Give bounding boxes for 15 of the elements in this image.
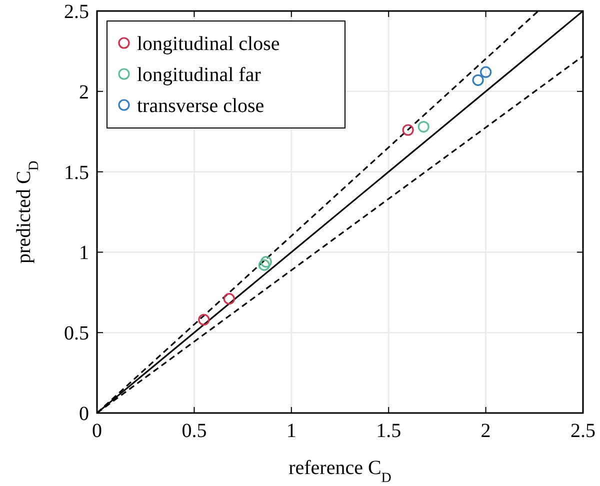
y-tick-label: 2 [79,81,89,104]
y-tick-label: 2.5 [64,1,89,23]
y-tick-label: 1.5 [64,162,89,184]
x-axis-title: reference C$_{D}$ [288,457,392,486]
legend-label: longitudinal far [137,64,262,86]
legend-label: longitudinal close [137,33,280,55]
x-tick-label: 1 [286,420,296,442]
legend-label: transverse close [137,95,264,117]
x-tick-label: 2 [480,420,491,442]
y-tick-label: 1 [79,242,89,264]
y-tick-label: 0.5 [64,322,89,345]
y-tick-label: 0 [79,403,89,425]
x-tick-label: 1.5 [376,420,402,442]
x-tick-label: 0.5 [182,420,207,442]
x-tick-label: 2.5 [570,420,596,442]
